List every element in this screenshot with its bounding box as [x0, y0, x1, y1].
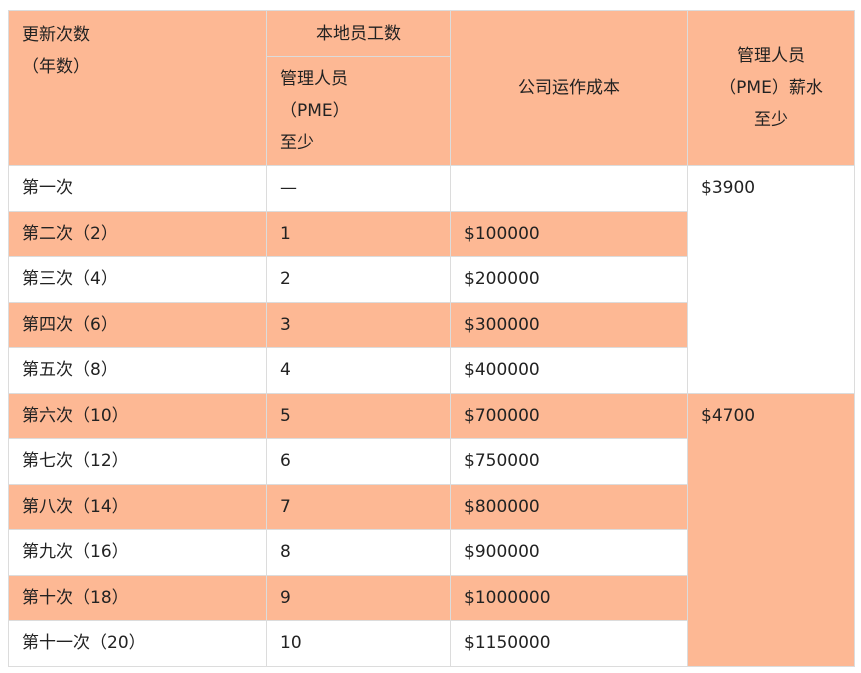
cell-renewal: 第七次（12） — [8, 438, 267, 485]
cell-manager-count: 8 — [266, 529, 451, 576]
cell-operating-cost: $900000 — [450, 529, 688, 576]
cell-manager-count: 3 — [266, 301, 451, 348]
cell-operating-cost: $1000000 — [450, 574, 688, 621]
table-row: 第五次（8） 4 $400000 — [8, 347, 855, 394]
cell-operating-cost: $100000 — [450, 210, 688, 257]
cell-operating-cost — [450, 165, 688, 212]
header-text: 至少 — [280, 133, 314, 153]
cell-renewal: 第十一次（20） — [8, 620, 267, 667]
header-text: 更新次数 — [22, 25, 90, 45]
header-text: 管理人员 — [737, 46, 805, 66]
cell-operating-cost: $200000 — [450, 256, 688, 303]
header-renewal-count: 更新次数 （年数） — [8, 10, 267, 166]
table-row: 第二次（2） 1 $100000 — [8, 210, 855, 257]
cell-manager-salary: $4700 — [687, 392, 855, 667]
cell-manager-count: 6 — [266, 438, 451, 485]
cell-renewal: 第一次 — [8, 165, 267, 212]
header-text: （PME）薪水 — [719, 78, 823, 98]
cell-manager-count: 1 — [266, 210, 451, 257]
table-row: 第四次（6） 3 $300000 — [8, 301, 855, 348]
table-row: 第八次（14） 7 $800000 — [8, 483, 855, 530]
header-text: 管理人员 — [280, 69, 348, 89]
table-row: 第三次（4） 2 $200000 — [8, 256, 855, 303]
header-manager-salary: 管理人员 （PME）薪水 至少 — [687, 10, 855, 166]
cell-renewal: 第八次（14） — [8, 483, 267, 530]
cell-renewal: 第六次（10） — [8, 392, 267, 439]
header-operating-cost: 公司运作成本 — [450, 10, 688, 166]
cell-manager-count: 5 — [266, 392, 451, 439]
header-text: （PME） — [280, 101, 350, 121]
header-local-staff: 本地员工数 — [266, 10, 451, 57]
table-row: 第六次（10） 5 $700000 $4700 — [8, 392, 855, 667]
cell-renewal: 第四次（6） — [8, 301, 267, 348]
cell-manager-count: 7 — [266, 483, 451, 530]
cell-operating-cost: $400000 — [450, 347, 688, 394]
cell-manager-count: 10 — [266, 620, 451, 667]
cell-operating-cost: $700000 — [450, 392, 688, 439]
header-text: （年数） — [22, 57, 90, 77]
cell-renewal: 第十次（18） — [8, 574, 267, 621]
cell-operating-cost: $750000 — [450, 438, 688, 485]
header-text: 至少 — [754, 110, 788, 130]
cell-manager-count: — — [266, 165, 451, 212]
cell-manager-count: 4 — [266, 347, 451, 394]
header-manager-count: 管理人员 （PME） 至少 — [266, 56, 451, 166]
cell-operating-cost: $300000 — [450, 301, 688, 348]
cell-renewal: 第三次（4） — [8, 256, 267, 303]
cell-renewal: 第二次（2） — [8, 210, 267, 257]
cell-manager-salary: $3900 — [687, 165, 855, 394]
cell-operating-cost: $800000 — [450, 483, 688, 530]
cell-renewal: 第九次（16） — [8, 529, 267, 576]
table-row: 第十一次（20） 10 $1150000 — [8, 620, 855, 667]
table-row: 第九次（16） 8 $900000 — [8, 529, 855, 576]
renewal-requirements-table: 更新次数 （年数） 本地员工数 公司运作成本 管理人员 （PME）薪水 至少 管… — [8, 10, 855, 667]
cell-manager-count: 9 — [266, 574, 451, 621]
table-row: 第十次（18） 9 $1000000 — [8, 574, 855, 621]
cell-renewal: 第五次（8） — [8, 347, 267, 394]
table-row: 第一次 — $3900 — [8, 165, 855, 394]
cell-manager-count: 2 — [266, 256, 451, 303]
cell-operating-cost: $1150000 — [450, 620, 688, 667]
